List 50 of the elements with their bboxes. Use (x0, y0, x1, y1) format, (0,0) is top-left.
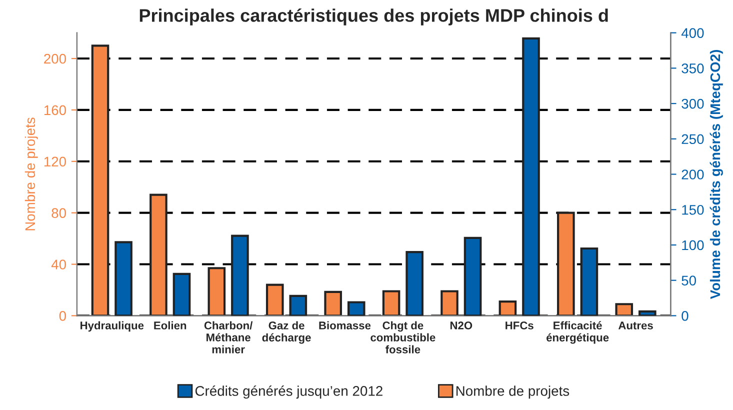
y2-tick-label: 300 (682, 98, 704, 109)
bar (266, 284, 284, 316)
y-tick-label: 200 (44, 54, 66, 64)
bar (440, 290, 458, 316)
x-tick-label: Charbon/ Méthane minier (204, 321, 253, 354)
x-tick-label: N2O (450, 322, 472, 330)
y2-tick-label: 50 (682, 276, 696, 286)
y2-tick-label: 350 (682, 63, 704, 74)
y-tick-label: 40 (51, 260, 66, 270)
x-tick-label: Autres (618, 322, 653, 330)
y2-tick-label: 250 (682, 134, 704, 144)
bar (580, 247, 598, 316)
bar (382, 290, 400, 316)
bar (638, 310, 656, 316)
y-tick-label: 80 (52, 208, 66, 218)
bar (522, 37, 540, 316)
bar (231, 234, 249, 316)
bar (464, 236, 482, 316)
bar (498, 300, 517, 316)
bar (91, 44, 110, 316)
y2-tick-label: 200 (682, 170, 704, 180)
y-axis-title: Nombre de projets (24, 118, 38, 230)
bar (208, 267, 226, 316)
y2-axis-title: Volume de crédits générés (MteqCO2) (710, 50, 723, 300)
bar (615, 303, 634, 316)
x-tick-label: Gaz de décharge (262, 321, 311, 344)
legend-label: Nombre de projets (456, 386, 570, 399)
bar (557, 212, 575, 316)
x-tick-label: HFCs (506, 322, 534, 330)
bar (289, 294, 308, 316)
chart-title: Principales caractéristiques des projets MDP chinois d (140, 8, 608, 26)
y2-tick-label: 150 (682, 204, 704, 215)
x-tick-label: Hydraulique (80, 321, 144, 332)
bar (114, 241, 132, 316)
y-tick-label: 120 (44, 156, 66, 167)
legend-label: Crédits générés jusqu’en 2012 (195, 386, 382, 399)
bar (324, 290, 342, 316)
bar (172, 272, 191, 316)
bar (347, 301, 366, 316)
y2-tick-label: 400 (681, 28, 704, 38)
bar (150, 194, 168, 316)
y2-tick-label: 0 (682, 311, 688, 321)
bar (406, 251, 424, 316)
y-tick-label: 0 (59, 311, 66, 321)
x-tick-label: Eolien (154, 321, 186, 330)
y-tick-label: 160 (44, 105, 66, 116)
y2-tick-label: 100 (682, 240, 704, 250)
x-tick-label: Efficacité énergétique (546, 321, 609, 344)
x-tick-label: Biomasse (319, 321, 371, 330)
x-tick-label: Chgt de combustible fossile (370, 321, 436, 354)
